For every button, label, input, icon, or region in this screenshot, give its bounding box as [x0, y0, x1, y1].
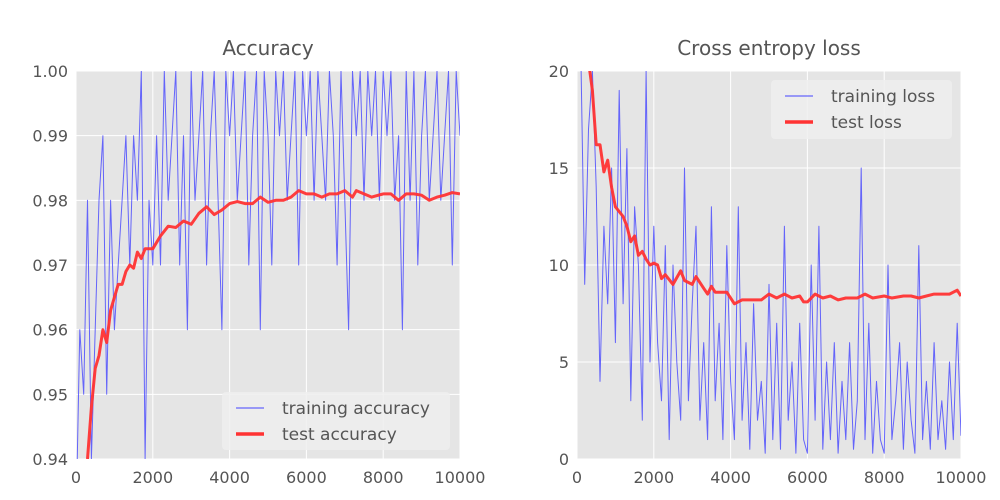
series-group — [580, 71, 961, 454]
series-line-test-accuracy — [86, 189, 460, 459]
y-tick-label: 0.95 — [32, 385, 68, 404]
series-group — [76, 71, 460, 459]
chart-title: Accuracy — [222, 36, 313, 60]
x-tick-label: 8000 — [864, 468, 905, 487]
y-tick-label: 0.97 — [32, 256, 68, 275]
x-tick-label: 10000 — [435, 468, 486, 487]
x-tick-label: 6000 — [286, 468, 327, 487]
legend-box — [222, 392, 450, 450]
legend-box — [771, 80, 952, 139]
series-line-test-loss — [588, 71, 961, 306]
legend-label: test loss — [831, 113, 902, 133]
x-tick-label: 2000 — [633, 468, 674, 487]
legend: training loss test loss — [771, 80, 952, 139]
x-tick-label: 0 — [572, 468, 582, 487]
y-tick-label: 0.99 — [32, 127, 68, 146]
y-tick-label: 20 — [549, 62, 569, 81]
legend-label: training loss — [831, 87, 935, 107]
y-tick-label: 0.98 — [32, 191, 68, 210]
y-tick-label: 0 — [559, 450, 569, 469]
x-tick-label: 6000 — [787, 468, 828, 487]
legend: training accuracy test accuracy — [222, 392, 450, 450]
x-tick-label: 4000 — [710, 468, 751, 487]
chart-title: Cross entropy loss — [677, 36, 861, 60]
y-tick-label: 10 — [549, 256, 569, 275]
y-tick-label: 0.94 — [32, 450, 68, 469]
y-tick-label: 15 — [549, 159, 569, 178]
x-tick-label: 8000 — [363, 468, 404, 487]
legend-label: training accuracy — [282, 399, 430, 419]
series-line-training-loss — [580, 71, 961, 454]
x-tick-label: 4000 — [209, 468, 250, 487]
x-tick-label: 0 — [71, 468, 81, 487]
y-tick-label: 0.96 — [32, 321, 68, 340]
loss-chart: Cross entropy loss 0 2000 4000 6000 8000 1000… — [549, 36, 987, 487]
series-line-training-accuracy — [76, 71, 460, 459]
y-tick-label: 5 — [559, 353, 569, 372]
accuracy-chart: Accuracy 0 2000 4000 6000 8000 10000 0.94 0.95 0… — [32, 36, 486, 487]
legend-label: test accuracy — [282, 425, 397, 445]
x-tick-label: 10000 — [936, 468, 987, 487]
y-tick-label: 1.00 — [32, 62, 68, 81]
x-tick-label: 2000 — [132, 468, 173, 487]
